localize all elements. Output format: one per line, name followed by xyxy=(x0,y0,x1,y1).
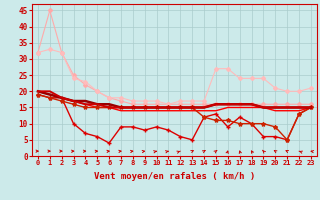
X-axis label: Vent moyen/en rafales ( km/h ): Vent moyen/en rafales ( km/h ) xyxy=(94,172,255,181)
